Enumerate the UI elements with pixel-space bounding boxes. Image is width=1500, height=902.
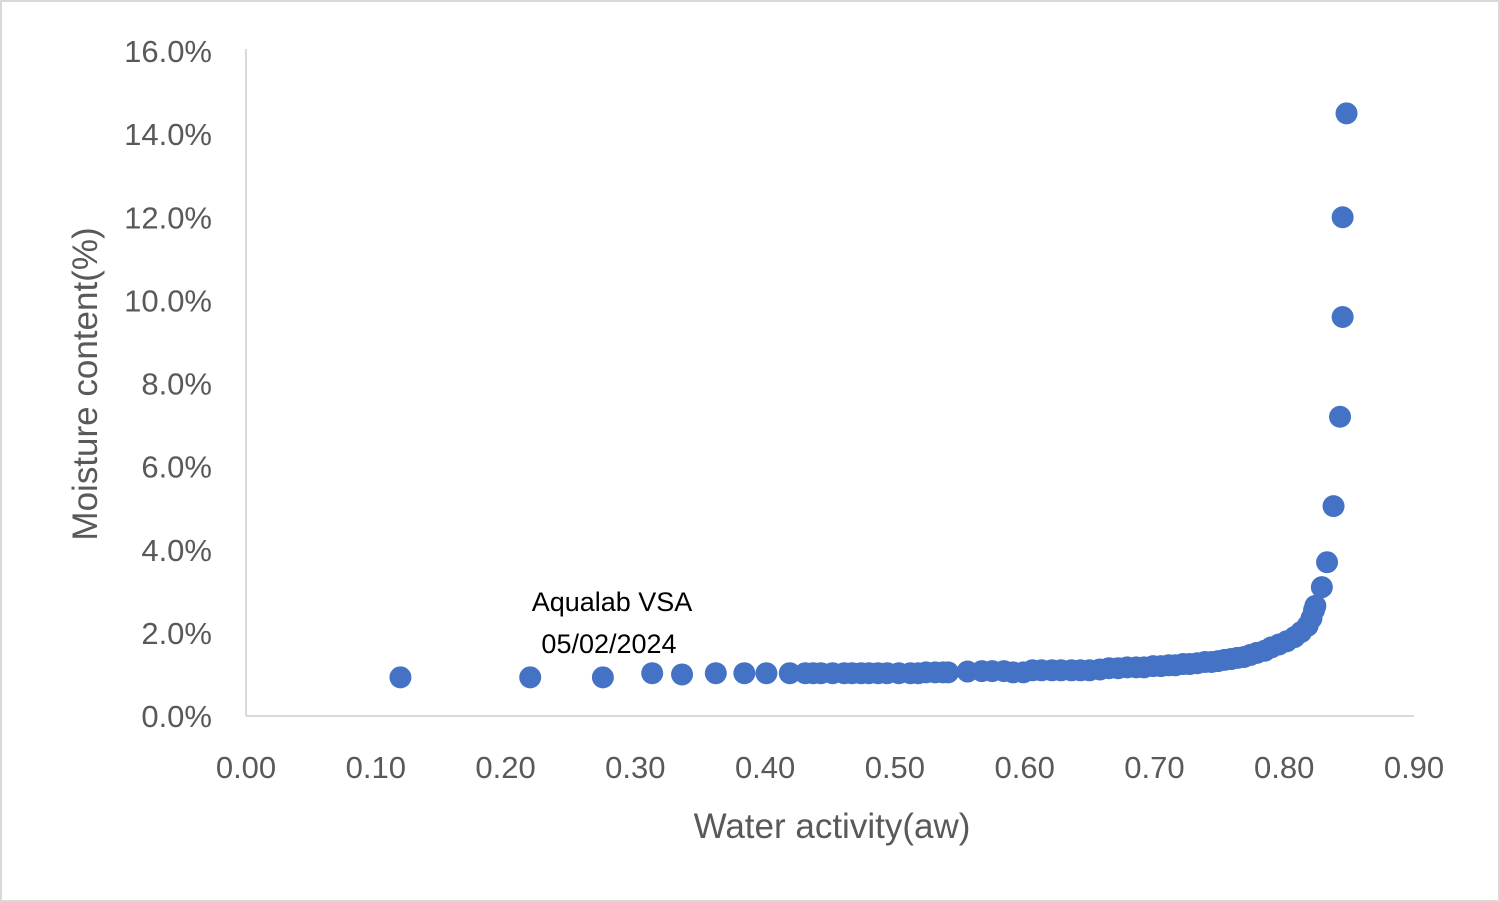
y-tick-label: 12.0% — [124, 200, 212, 235]
data-point — [1331, 306, 1354, 328]
annotation-date: 05/02/2024 — [541, 629, 676, 659]
data-point — [733, 662, 756, 685]
data-point — [1304, 594, 1327, 617]
x-tick-label: 0.50 — [865, 750, 925, 785]
data-point — [755, 662, 778, 685]
y-axis-title: Moisture content(%) — [66, 227, 105, 540]
x-tick-label: 0.40 — [735, 750, 795, 785]
data-point — [1335, 102, 1358, 125]
data-point — [1316, 551, 1339, 574]
x-tick-label: 0.60 — [994, 750, 1054, 785]
annotation-instrument: Aqualab VSA — [532, 587, 693, 617]
data-point — [641, 662, 664, 685]
data-point — [671, 663, 694, 686]
x-tick-label: 0.20 — [475, 750, 535, 785]
y-tick-labels: 0.0% 2.0% 4.0% 6.0% 8.0% 10.0% 12.0% 14.0% 16.0% — [124, 34, 212, 734]
data-point — [778, 662, 801, 685]
x-tick-label: 0.70 — [1124, 750, 1184, 785]
axes — [245, 49, 1414, 717]
x-tick-label: 0.90 — [1384, 750, 1444, 785]
data-point — [389, 666, 412, 689]
data-point — [704, 662, 727, 685]
x-tick-label: 0.80 — [1254, 750, 1314, 785]
data-point — [1322, 495, 1345, 518]
y-tick-label: 16.0% — [124, 34, 212, 69]
y-tick-label: 2.0% — [141, 616, 212, 651]
y-tick-label: 6.0% — [141, 450, 212, 485]
x-tick-label: 0.10 — [346, 750, 406, 785]
x-axis-title: Water activity(aw) — [694, 807, 971, 846]
y-tick-label: 4.0% — [141, 533, 212, 568]
y-tick-label: 0.0% — [141, 699, 212, 734]
data-point — [937, 661, 960, 684]
y-tick-label: 8.0% — [141, 367, 212, 402]
data-point — [591, 666, 614, 689]
y-tick-label: 14.0% — [124, 117, 212, 152]
x-tick-label: 0.30 — [605, 750, 665, 785]
data-points — [389, 102, 1358, 689]
x-tick-labels: 0.00 0.10 0.20 0.30 0.40 0.50 0.60 0.70 0.80 0.90 — [216, 750, 1444, 785]
data-point — [1329, 405, 1352, 428]
y-tick-label: 10.0% — [124, 283, 212, 318]
data-point — [519, 666, 542, 689]
data-point — [1310, 576, 1333, 599]
data-point — [1331, 206, 1354, 229]
x-tick-label: 0.00 — [216, 750, 276, 785]
